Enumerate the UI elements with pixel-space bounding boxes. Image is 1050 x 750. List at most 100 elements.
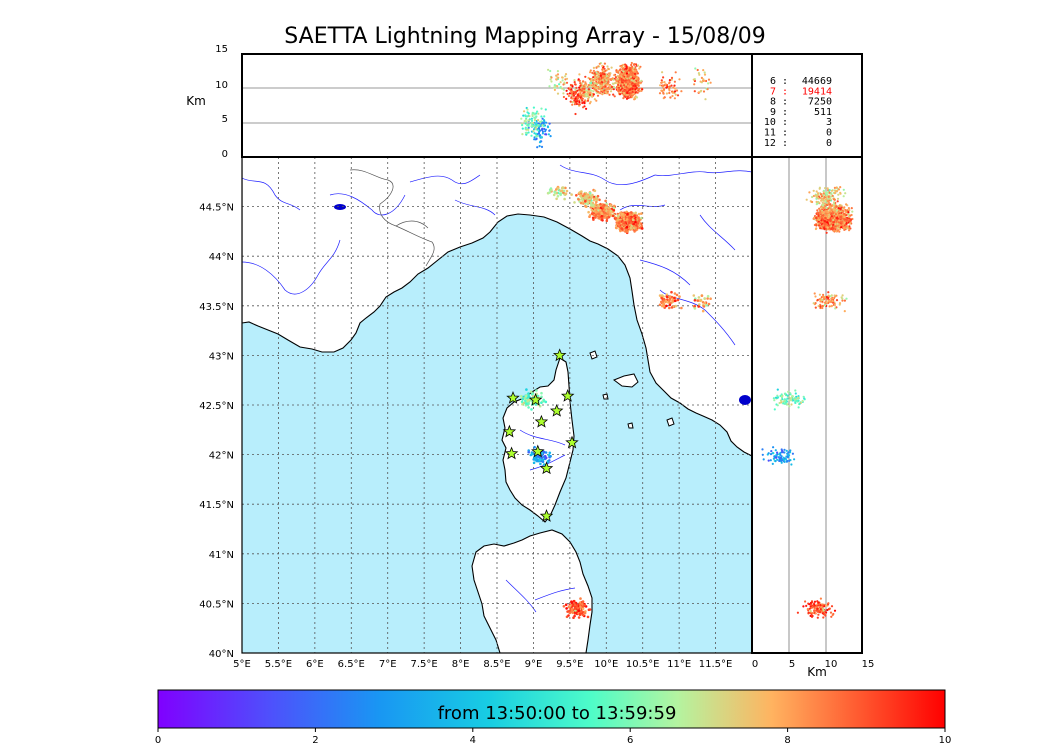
side-point	[808, 191, 811, 194]
altitude-point	[562, 83, 565, 86]
lightning-point	[692, 294, 696, 297]
altitude-point	[630, 81, 633, 84]
side-point	[790, 403, 793, 406]
lightning-point	[700, 294, 704, 298]
lightning-point	[529, 390, 533, 394]
altitude-point	[662, 89, 666, 92]
elba-island	[612, 373, 639, 388]
altitude-point	[556, 73, 560, 76]
side-point	[838, 223, 841, 226]
side-point	[835, 220, 838, 223]
lightning-point	[606, 211, 610, 214]
lightning-point	[632, 222, 636, 226]
altitude-point	[541, 130, 545, 133]
altitude-point	[574, 88, 577, 91]
altitude-point	[698, 73, 701, 76]
lightning-point	[542, 398, 545, 402]
side-point	[836, 227, 839, 230]
lightning-point	[581, 603, 584, 606]
side-point	[834, 223, 837, 226]
altitude-point	[609, 72, 612, 75]
lightning-point	[530, 408, 533, 411]
side-point	[816, 209, 819, 212]
side-point	[783, 448, 786, 451]
altitude-point	[637, 77, 640, 80]
altitude-point	[586, 99, 590, 102]
altitude-point	[545, 121, 548, 124]
side-point	[824, 216, 827, 220]
lightning-point	[588, 191, 592, 195]
lightning-point	[592, 203, 595, 207]
station-star-icon	[565, 435, 579, 449]
lightning-point	[693, 299, 697, 302]
altitude-point	[590, 89, 593, 92]
side-point	[833, 225, 836, 228]
side-point	[818, 207, 821, 210]
side-point	[796, 611, 800, 614]
lightning-point	[699, 299, 702, 303]
side-point	[780, 401, 783, 404]
altitude-point	[549, 69, 552, 73]
sardinia-land	[471, 529, 593, 653]
lat-tick-label: 42°N	[209, 451, 234, 462]
lightning-point	[619, 229, 622, 232]
lightning-point	[535, 389, 538, 392]
lightning-point	[596, 197, 599, 201]
altitude-point	[661, 71, 664, 74]
side-point	[836, 216, 839, 219]
side-point	[773, 455, 776, 458]
altitude-point	[589, 81, 592, 84]
altitude-point	[538, 145, 541, 148]
altitude-point	[623, 89, 626, 93]
side-point	[823, 227, 826, 230]
altitude-point	[564, 75, 567, 78]
altitude-point	[584, 81, 587, 84]
side-point	[769, 453, 773, 456]
lightning-point	[583, 603, 586, 607]
lightning-point	[618, 225, 621, 228]
lightning-point	[574, 611, 577, 615]
altitude-point	[584, 99, 587, 102]
lightning-point	[703, 301, 707, 305]
altitude-point	[633, 63, 636, 66]
side-point	[832, 208, 835, 212]
lightning-point	[605, 219, 609, 223]
altitude-point	[543, 115, 546, 118]
altitude-point	[527, 119, 530, 122]
altitude-point	[571, 85, 574, 88]
lightning-point	[662, 297, 666, 301]
lightning-point	[668, 306, 671, 310]
side-point	[840, 226, 843, 229]
side-point	[761, 448, 764, 451]
lightning-point	[678, 295, 681, 298]
lightning-point	[604, 199, 607, 203]
altitude-point	[628, 92, 631, 95]
lightning-point	[587, 200, 590, 204]
side-point	[802, 605, 805, 608]
altitude-point	[638, 87, 641, 90]
side-point	[791, 452, 795, 455]
altitude-point	[582, 106, 585, 109]
side-point	[817, 218, 820, 221]
altitude-point	[570, 94, 573, 97]
altitude-point	[622, 63, 625, 66]
altitude-point	[584, 75, 587, 78]
stat-value: 7250	[808, 97, 832, 108]
lightning-point	[570, 610, 574, 613]
altitude-point	[603, 80, 606, 84]
lightning-point	[529, 453, 533, 457]
lightning-point	[588, 608, 592, 611]
altitude-point	[559, 81, 562, 84]
side-point	[845, 222, 848, 225]
lat-tick-label: 40°N	[209, 649, 234, 660]
altitude-point	[621, 83, 624, 86]
altitude-point	[623, 92, 626, 95]
altitude-point	[543, 119, 546, 122]
side-point	[772, 457, 776, 460]
altitude-point	[639, 65, 642, 68]
side-point	[827, 602, 830, 605]
side-point	[789, 392, 792, 395]
side-point	[845, 214, 848, 217]
altitude-point	[629, 67, 632, 70]
lon-tick-label: 8.5°E	[483, 659, 510, 670]
